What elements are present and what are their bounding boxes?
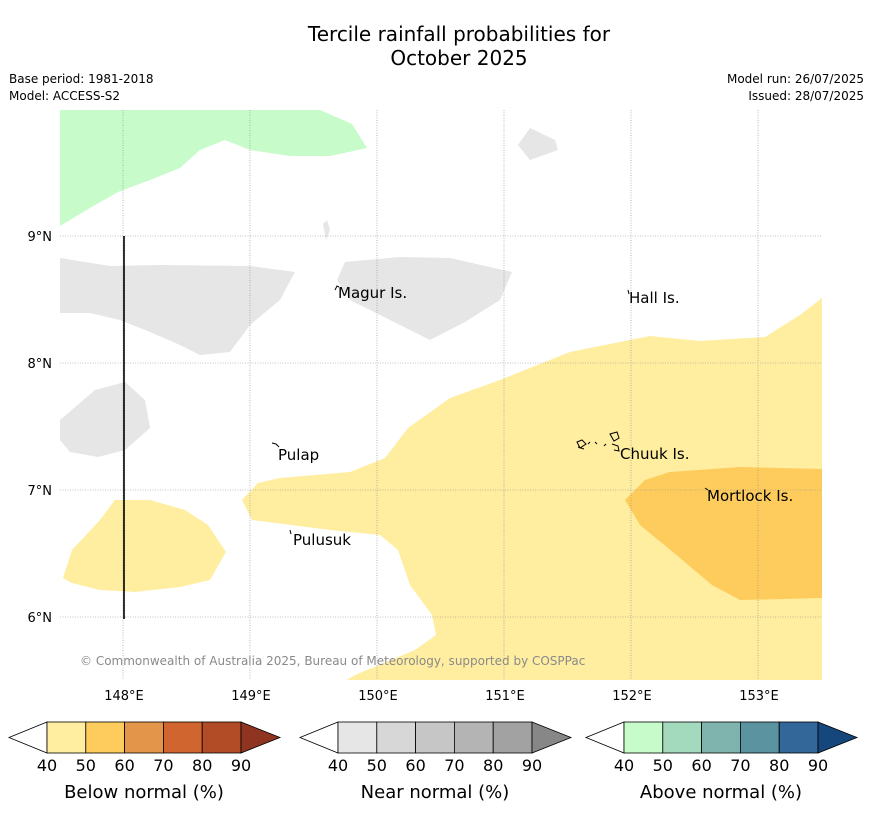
below-normal-colorbar-tick: 70 <box>153 756 173 775</box>
near-normal-region-1 <box>60 258 295 355</box>
place-chuuk: Chuuk Is. <box>620 445 689 463</box>
near-normal-colorbar-tick: 50 <box>367 756 387 775</box>
above-normal-colorbar-tick: 90 <box>808 756 828 775</box>
below-normal-colorbar-segment <box>125 722 164 753</box>
near-normal-colorbar-title: Near normal (%) <box>361 782 510 803</box>
place-pulusuk: Pulusuk <box>293 531 351 549</box>
above-normal-colorbar-segment <box>663 722 702 753</box>
map-canvas: 9°N 8°N 7°N 6°N 148°E 149°E 150°E 151°E … <box>0 0 873 816</box>
place-pulap: Pulap <box>278 446 319 464</box>
y-tick-6n: 6°N <box>28 611 53 626</box>
near-normal-region-4 <box>518 128 558 160</box>
copyright-notice: © Commonwealth of Australia 2025, Bureau… <box>80 654 585 668</box>
above-normal-colorbar-max-arrow <box>818 722 857 753</box>
above-normal-colorbar-segment <box>624 722 663 753</box>
below-normal-colorbar-max-arrow <box>241 722 280 753</box>
near-normal-colorbar-tick: 90 <box>522 756 542 775</box>
below-normal-region-west <box>63 500 226 592</box>
above-normal-colorbar-min-arrow <box>586 722 624 753</box>
place-mortlock: Mortlock Is. <box>707 487 793 505</box>
below-normal-colorbar-segment <box>202 722 241 753</box>
below-normal-colorbar-segment <box>86 722 125 753</box>
y-tick-7n: 7°N <box>28 484 53 499</box>
below-normal-colorbar-title: Below normal (%) <box>64 782 224 803</box>
near-normal-colorbar-tick: 70 <box>444 756 464 775</box>
near-normal-colorbar-segment <box>338 722 377 753</box>
below-normal-colorbar-tick: 50 <box>76 756 96 775</box>
below-normal-colorbar-tick: 90 <box>231 756 251 775</box>
above-normal-colorbar-segment <box>740 722 779 753</box>
below-normal-colorbar-segment <box>163 722 202 753</box>
above-normal-colorbar-tick: 70 <box>730 756 750 775</box>
below-normal-colorbar-tick: 80 <box>192 756 212 775</box>
near-normal-colorbar-max-arrow <box>532 722 571 753</box>
x-tick-149e: 149°E <box>231 689 271 704</box>
near-normal-colorbar-tick: 40 <box>328 756 348 775</box>
x-tick-148e: 148°E <box>104 689 144 704</box>
above-normal-colorbar-tick: 40 <box>614 756 634 775</box>
above-normal-colorbar-segment <box>702 722 741 753</box>
above-normal-colorbar-tick: 60 <box>691 756 711 775</box>
near-normal-colorbar-segment <box>493 722 532 753</box>
probability-field <box>60 110 822 690</box>
near-normal-region-3 <box>60 382 150 457</box>
near-normal-colorbar-min-arrow <box>300 722 338 753</box>
x-tick-152e: 152°E <box>612 689 652 704</box>
x-axis-labels: 148°E 149°E 150°E 151°E 152°E 153°E <box>104 689 779 704</box>
near-normal-colorbar-segment <box>454 722 493 753</box>
near-normal-colorbar-tick: 80 <box>483 756 503 775</box>
below-normal-colorbar-tick: 40 <box>37 756 57 775</box>
y-tick-9n: 9°N <box>28 230 53 245</box>
above-normal-colorbar: 40 50 60 70 80 90 Above normal (%) <box>586 722 857 803</box>
near-normal-colorbar-segment <box>416 722 455 753</box>
x-tick-153e: 153°E <box>739 689 779 704</box>
below-normal-colorbar-tick: 60 <box>114 756 134 775</box>
near-normal-colorbar: 40 50 60 70 80 90 Near normal (%) <box>300 722 571 803</box>
above-normal-colorbar-segment <box>779 722 818 753</box>
near-normal-colorbar-tick: 60 <box>405 756 425 775</box>
below-normal-colorbar-min-arrow <box>9 722 47 753</box>
above-normal-colorbar-title: Above normal (%) <box>640 782 802 803</box>
place-hall: Hall Is. <box>629 289 680 307</box>
above-normal-colorbar-tick: 50 <box>653 756 673 775</box>
y-tick-8n: 8°N <box>28 357 53 372</box>
below-normal-colorbar: 40 50 60 70 80 90 Below normal (%) <box>9 722 280 803</box>
below-normal-colorbar-segment <box>47 722 86 753</box>
place-magur: Magur Is. <box>338 284 407 302</box>
colorbars: 40 50 60 70 80 90 Below normal (%) 40 50 60 70 80 90… <box>9 722 857 803</box>
above-normal-colorbar-tick: 80 <box>769 756 789 775</box>
x-tick-150e: 150°E <box>358 689 398 704</box>
above-normal-region <box>60 110 367 226</box>
x-tick-151e: 151°E <box>485 689 525 704</box>
near-normal-colorbar-segment <box>377 722 416 753</box>
near-normal-region-5 <box>323 220 330 240</box>
y-axis-labels: 9°N 8°N 7°N 6°N <box>28 230 53 626</box>
